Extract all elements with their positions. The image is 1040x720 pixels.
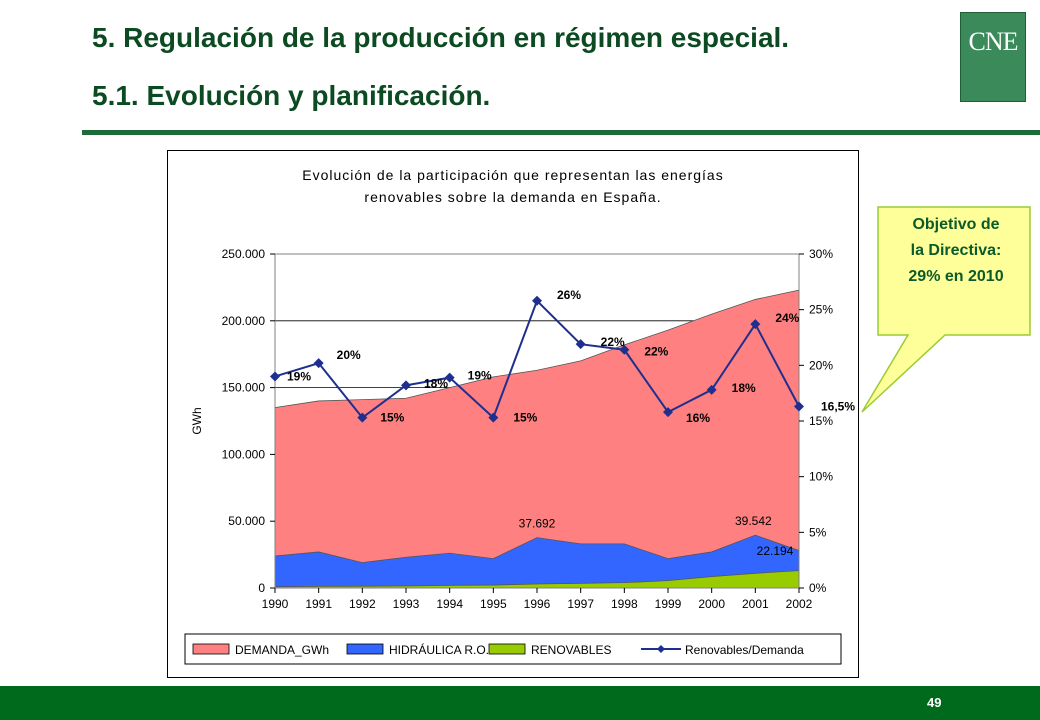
ratio-point bbox=[663, 407, 673, 418]
value-annotation: 39.542 bbox=[735, 514, 772, 528]
ratio-point-label: 16% bbox=[686, 411, 710, 425]
footer-bar bbox=[0, 686, 1040, 720]
ratio-point bbox=[401, 380, 411, 391]
y2-tick-label: 15% bbox=[809, 414, 833, 428]
x-tick-label: 1990 bbox=[262, 597, 289, 611]
x-tick-label: 2000 bbox=[698, 597, 725, 611]
value-annotation: 22.194 bbox=[757, 544, 794, 558]
y2-tick-label: 30% bbox=[809, 247, 833, 261]
ratio-point bbox=[619, 344, 630, 355]
callout-line-2: la Directiva: bbox=[910, 242, 1002, 259]
legend-swatch bbox=[346, 643, 384, 655]
legend-label: Renovables/Demanda bbox=[685, 643, 804, 657]
value-annotation: 37.692 bbox=[519, 517, 556, 531]
ratio-point bbox=[488, 412, 499, 423]
x-tick-label: 1992 bbox=[349, 597, 376, 611]
y-tick-label: 250.000 bbox=[222, 247, 266, 261]
ratio-point bbox=[750, 319, 761, 330]
chart-title-line2: renovables sobre la demanda en España. bbox=[364, 189, 661, 205]
ratio-point bbox=[357, 412, 368, 423]
ratio-point bbox=[794, 401, 804, 412]
callout-line-1: Objetivo de bbox=[912, 216, 1000, 233]
y-tick-label: 50.000 bbox=[228, 514, 265, 528]
x-tick-label: 1993 bbox=[393, 597, 420, 611]
x-tick-label: 1995 bbox=[480, 597, 507, 611]
y-tick-label: 100.000 bbox=[222, 447, 266, 461]
slide-title-line1: 5. Regulación de la producción en régime… bbox=[92, 22, 790, 53]
hidraulica-area bbox=[274, 534, 800, 589]
ratio-point-label: 26% bbox=[557, 288, 581, 302]
title-divider bbox=[82, 130, 1040, 135]
cne-logo: CNE bbox=[960, 12, 1026, 102]
legend-swatch bbox=[488, 643, 526, 655]
ratio-point-label: 18% bbox=[424, 376, 448, 390]
ratio-point bbox=[706, 384, 717, 395]
ratio-point-label: 16,5% bbox=[821, 400, 855, 414]
ratio-point-label: 22% bbox=[601, 335, 625, 349]
y2-tick-label: 10% bbox=[809, 470, 833, 484]
ratio-point-label: 15% bbox=[513, 411, 537, 425]
x-tick-label: 1994 bbox=[436, 597, 463, 611]
ratio-point-label: 18% bbox=[732, 381, 756, 395]
x-tick-label: 2002 bbox=[786, 597, 813, 611]
ratio-point-label: 20% bbox=[337, 348, 361, 362]
ratio-point-label: 15% bbox=[380, 411, 404, 425]
y-tick-label: 200.000 bbox=[222, 314, 266, 328]
x-tick-label: 1997 bbox=[567, 597, 594, 611]
renewables-chart: Evolución de la participación que repres… bbox=[167, 150, 859, 678]
callout-line-3: 29% en 2010 bbox=[908, 268, 1004, 285]
x-tick-label: 1998 bbox=[611, 597, 638, 611]
demanda-area bbox=[274, 289, 800, 589]
y2-tick-label: 20% bbox=[809, 358, 833, 372]
x-tick-label: 1996 bbox=[524, 597, 551, 611]
logo-text: CNE bbox=[968, 27, 1019, 56]
y-tick-label: 0 bbox=[258, 581, 265, 595]
legend-swatch bbox=[192, 643, 230, 655]
directive-callout-shape bbox=[861, 206, 1031, 413]
x-tick-label: 1999 bbox=[655, 597, 682, 611]
callout-bubble bbox=[861, 206, 1031, 413]
chart-title-line1: Evolución de la participación que repres… bbox=[302, 167, 723, 183]
y2-tick-label: 5% bbox=[809, 525, 827, 539]
legend-label: RENOVABLES bbox=[531, 643, 611, 657]
ratio-point bbox=[313, 358, 324, 369]
y2-tick-label: 25% bbox=[809, 303, 833, 317]
renovables-area bbox=[274, 570, 800, 589]
y-tick-label: 150.000 bbox=[222, 381, 266, 395]
ratio-point bbox=[444, 372, 455, 383]
legend-label: HIDRÁULICA R.O. bbox=[389, 642, 489, 657]
ratio-point bbox=[532, 295, 542, 306]
y2-tick-label: 0% bbox=[809, 581, 827, 595]
y-axis-label: GWh bbox=[190, 407, 204, 434]
page-number: 49 bbox=[927, 695, 942, 710]
legend-label: DEMANDA_GWh bbox=[235, 643, 329, 657]
legend-marker bbox=[657, 645, 665, 653]
ratio-point bbox=[575, 339, 586, 350]
ratio-point-label: 22% bbox=[644, 345, 668, 359]
slide-title-line2: 5.1. Evolución y planificación. bbox=[92, 80, 491, 111]
ratio-point-label: 24% bbox=[775, 311, 799, 325]
ratio-point-label: 19% bbox=[287, 369, 311, 383]
directive-callout-text: Objetivo de la Directiva: 29% en 2010 bbox=[880, 212, 1032, 290]
ratio-point bbox=[270, 371, 280, 382]
ratio-point-label: 19% bbox=[468, 369, 492, 383]
x-tick-label: 1991 bbox=[305, 597, 332, 611]
x-tick-label: 2001 bbox=[742, 597, 769, 611]
